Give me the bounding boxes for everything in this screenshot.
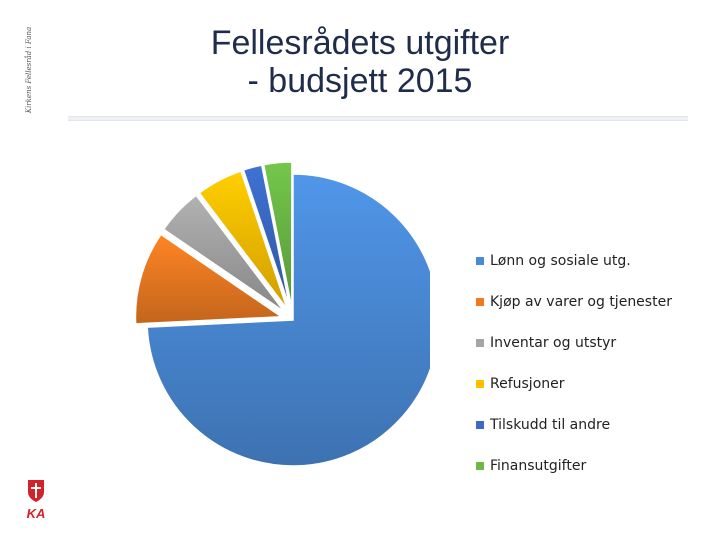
pie-slice (134, 233, 284, 325)
legend-swatch (476, 297, 484, 306)
pie-slice (198, 170, 289, 310)
legend-label: Kjøp av varer og tjenester (490, 293, 672, 310)
pie-slice (146, 173, 430, 467)
legend-swatch (476, 420, 484, 429)
church-logo-icon: KA (27, 480, 46, 521)
legend-swatch (476, 379, 484, 388)
side-text-label: Kirkens Fellesråd i Fana (25, 26, 33, 114)
pie-slice (262, 161, 293, 309)
pie-slice (242, 164, 291, 309)
side-text: Kirkens Fellesråd i Fana (22, 26, 36, 114)
title-divider (68, 116, 688, 121)
chart-legend: Lønn og sosiale utg. Kjøp av varer og tje… (476, 240, 672, 486)
legend-swatch (476, 338, 484, 347)
page-title: Fellesrådets utgifter - budsjett 2015 (150, 24, 570, 100)
pie-chart (134, 161, 430, 467)
legend-label: Lønn og sosiale utg. (490, 252, 631, 269)
legend-swatch (476, 256, 484, 265)
title-line-2: - budsjett 2015 (247, 62, 473, 100)
legend-item: Tilskudd til andre (476, 404, 672, 445)
title-line-1: Fellesrådets utgifter (210, 24, 510, 62)
logo-text: KA (27, 506, 46, 521)
legend-label: Finansutgifter (490, 457, 587, 474)
legend-item: Inventar og utstyr (476, 322, 672, 363)
pie-slice (162, 194, 285, 313)
legend-label: Refusjoner (490, 375, 565, 392)
legend-label: Inventar og utstyr (490, 334, 617, 351)
legend-item: Lønn og sosiale utg. (476, 240, 672, 281)
legend-item: Finansutgifter (476, 445, 672, 486)
legend-item: Kjøp av varer og tjenester (476, 281, 672, 322)
legend-item: Refusjoner (476, 363, 672, 404)
legend-label: Tilskudd til andre (490, 416, 611, 433)
legend-swatch (476, 461, 484, 470)
